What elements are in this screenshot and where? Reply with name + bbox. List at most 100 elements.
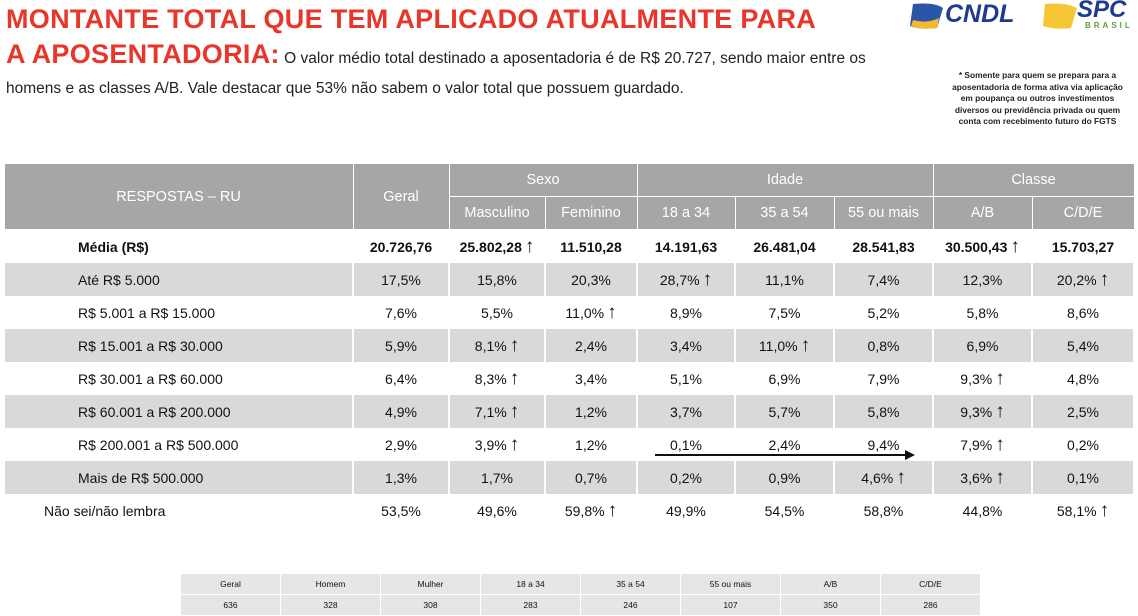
table-cell: 5,5%: [448, 296, 546, 329]
cell-value: 5,5%: [481, 304, 513, 321]
table-cell: 15,8%: [448, 263, 546, 296]
table-cell: 5,7%: [734, 395, 835, 428]
table-cell: 8,3% ↑: [448, 362, 546, 395]
cell-value: 5,4%: [1067, 337, 1099, 354]
table-cell: 59,8% ↑: [544, 494, 638, 527]
arrow-up-icon: ↑: [1010, 235, 1020, 257]
table-cell: 54,5%: [734, 494, 835, 527]
cell-value: 2,4%: [768, 436, 801, 453]
table-cell: 0,1%: [1031, 461, 1135, 494]
arrow-up-icon: ↑: [509, 367, 520, 389]
cell-value: 0,7%: [575, 469, 607, 486]
cell-value: 7,4%: [867, 271, 900, 288]
results-table: RESPOSTAS – RU Geral Sexo Idade Classe M…: [3, 163, 1135, 527]
arrow-up-icon: ↑: [702, 268, 713, 290]
table-cell: 11,0% ↑: [544, 296, 638, 329]
spc-logo: SPC: [1077, 0, 1127, 23]
cell-value: 5,8%: [966, 304, 999, 321]
base-label: 35 a 54: [580, 573, 681, 595]
table-row: Não sei/não lembra 53,5% 49,6% 59,8% ↑ 49,9% 5…: [3, 494, 1135, 527]
row-label: Mais de R$ 500.000: [3, 461, 354, 494]
arrow-up-icon: ↑: [1099, 268, 1110, 290]
row-label: R$ 30.001 a R$ 60.000: [3, 362, 354, 395]
base-value: 246: [580, 594, 681, 616]
arrow-up-icon: ↑: [1099, 499, 1110, 521]
cell-value: 6,9%: [966, 337, 999, 354]
arrow-up-icon: ↑: [607, 499, 618, 521]
base-value: 308: [380, 594, 481, 616]
table-cell: 30.500,43 ↑: [932, 229, 1033, 263]
arrow-up-icon: ↑: [509, 400, 520, 422]
cell-value: 0,9%: [768, 469, 801, 486]
header-column: 55 ou mais: [833, 196, 934, 230]
cell-value: 20,2%: [1056, 271, 1097, 288]
cell-value: 0,2%: [1067, 436, 1099, 453]
cell-value: 15,8%: [477, 271, 517, 288]
table-row: R$ 30.001 a R$ 60.000 6,4% 8,3% ↑ 3,4% 5,1% 6,…: [3, 362, 1135, 395]
cell-value: 8,6%: [1067, 304, 1099, 321]
row-label: Média (R$): [3, 229, 354, 263]
table-cell: 6,4%: [352, 362, 450, 395]
row-label: R$ 5.001 a R$ 15.000: [3, 296, 354, 329]
table-cell: 11,1%: [734, 263, 835, 296]
table-cell: 15.703,27: [1031, 229, 1135, 263]
cell-value: 11,0%: [758, 337, 798, 354]
table-cell: 11.510,28: [544, 229, 638, 263]
table-cell: 8,9%: [636, 296, 736, 329]
trend-arrow: [655, 450, 915, 460]
cell-value: 3,6%: [960, 469, 993, 486]
table-cell: 58,1% ↑: [1031, 494, 1135, 527]
table-cell: 3,7%: [636, 395, 736, 428]
row-label: Não sei/não lembra: [3, 494, 354, 527]
table-cell: 25.802,28 ↑: [448, 229, 546, 263]
cell-value: 7,5%: [768, 304, 801, 321]
table-cell: 2,5%: [1031, 395, 1135, 428]
cell-value: 5,7%: [768, 403, 801, 420]
cell-value: 2,5%: [1067, 403, 1099, 420]
table-cell: 2,4%: [734, 428, 835, 461]
table-cell: 6,9%: [734, 362, 835, 395]
table-cell: 12,3%: [932, 263, 1033, 296]
table-cell: 20,3%: [544, 263, 638, 296]
cell-value: 1,3%: [385, 469, 417, 486]
table-cell: 7,6%: [352, 296, 450, 329]
header-column: Feminino: [544, 196, 638, 230]
table-cell: 1,2%: [544, 428, 638, 461]
base-table: Geral Homem Mulher 18 a 34 35 a 54 55 ou mais…: [180, 573, 981, 616]
table-row: R$ 15.001 a R$ 30.000 5,9% 8,1% ↑ 2,4% 3,4% 11…: [3, 329, 1135, 362]
table-cell: 1,2%: [544, 395, 638, 428]
cell-value: 49,6%: [477, 502, 517, 519]
cell-value: 14.191,63: [654, 238, 718, 255]
table-cell: 7,5%: [734, 296, 835, 329]
cell-value: 59,8%: [564, 502, 605, 519]
cell-value: 2,4%: [575, 337, 607, 354]
table-cell: 20.726,76: [352, 229, 450, 263]
base-label: 55 ou mais: [680, 573, 781, 595]
cell-value: 17,5%: [381, 271, 421, 288]
cell-value: 0,2%: [670, 469, 702, 486]
cell-value: 5,1%: [670, 370, 702, 387]
table-cell: 4,9%: [352, 395, 450, 428]
arrow-up-icon: ↑: [995, 466, 1005, 488]
cell-value: 49,9%: [666, 502, 706, 519]
table-cell: 9,4%: [833, 428, 934, 461]
table-cell: 0,1%: [636, 428, 736, 461]
cell-value: 2,9%: [385, 436, 417, 453]
table-cell: 7,9% ↑: [932, 428, 1033, 461]
table-cell: 28.541,83: [833, 229, 934, 263]
table-cell: 11,0% ↑: [734, 329, 835, 362]
cell-value: 28.541,83: [852, 238, 915, 255]
table-cell: 1,3%: [352, 461, 450, 494]
cell-value: 3,4%: [670, 337, 702, 354]
header-group-idade: Idade: [636, 163, 934, 197]
header-column: 35 a 54: [734, 196, 835, 230]
arrow-up-icon: ↑: [524, 235, 535, 257]
cell-value: 15.703,27: [1051, 238, 1115, 255]
table-cell: 4,8%: [1031, 362, 1135, 395]
header-column: A/B: [932, 196, 1033, 230]
header-column: C/D/E: [1031, 196, 1135, 230]
table-cell: 20,2% ↑: [1031, 263, 1135, 296]
table-cell: 14.191,63: [636, 229, 736, 263]
cell-value: 44,8%: [962, 502, 1003, 519]
cell-value: 54,5%: [764, 502, 805, 519]
